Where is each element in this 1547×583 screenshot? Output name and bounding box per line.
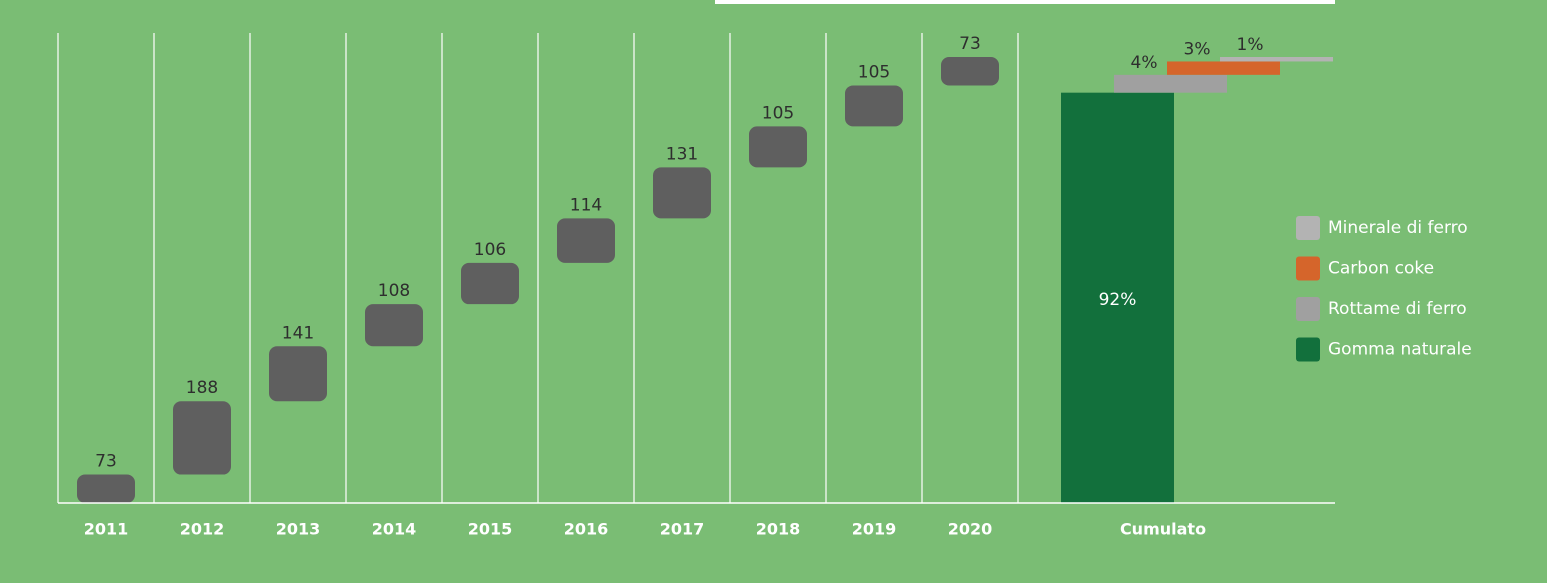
segment xyxy=(1167,61,1280,75)
value-label: 1% xyxy=(1237,35,1264,55)
bar xyxy=(941,57,999,86)
x-tick-label: 2013 xyxy=(276,520,321,539)
bar xyxy=(461,262,519,305)
value-label: 105 xyxy=(762,103,794,123)
value-label: 92% xyxy=(1099,290,1137,310)
legend-swatch xyxy=(1296,216,1320,240)
value-label: 3% xyxy=(1184,39,1211,59)
bar xyxy=(173,401,231,475)
x-tick-label: 2014 xyxy=(372,520,417,539)
x-tick-label: 2020 xyxy=(948,520,993,539)
bar xyxy=(749,126,807,168)
value-label: 131 xyxy=(666,144,698,164)
value-label: 4% xyxy=(1131,53,1158,73)
value-label: 106 xyxy=(474,240,506,260)
bar xyxy=(269,346,327,402)
top-strip xyxy=(715,0,1335,4)
x-tick-label: 2018 xyxy=(756,520,801,539)
legend-label: Rottame di ferro xyxy=(1328,299,1467,319)
value-label: 73 xyxy=(959,34,981,54)
x-tick-label: 2019 xyxy=(852,520,897,539)
legend-label: Gomma naturale xyxy=(1328,340,1472,360)
segment xyxy=(1061,92,1174,504)
bar xyxy=(77,474,135,503)
x-tick-label: 2015 xyxy=(468,520,513,539)
value-label: 108 xyxy=(378,281,410,301)
value-label: 105 xyxy=(858,62,890,82)
x-tick-label: 2017 xyxy=(660,520,705,539)
legend-label: Carbon coke xyxy=(1328,259,1434,279)
legend-swatch xyxy=(1296,337,1320,362)
segment xyxy=(1114,74,1227,93)
legend-swatch xyxy=(1296,297,1320,321)
x-tick-label: 2012 xyxy=(180,520,225,539)
x-tick-label: 2011 xyxy=(84,520,129,539)
segment xyxy=(1220,57,1333,62)
value-label: 114 xyxy=(570,195,602,215)
x-tick-label: 2016 xyxy=(564,520,609,539)
legend-swatch xyxy=(1296,256,1320,281)
bar xyxy=(557,218,615,263)
bar xyxy=(653,167,711,219)
value-label: 141 xyxy=(282,323,314,343)
bar xyxy=(365,304,423,347)
value-label: 73 xyxy=(95,452,117,472)
bar xyxy=(845,85,903,127)
legend-label: Minerale di ferro xyxy=(1328,218,1468,238)
value-label: 188 xyxy=(186,378,218,398)
x-tick-label: Cumulato xyxy=(1120,520,1206,539)
